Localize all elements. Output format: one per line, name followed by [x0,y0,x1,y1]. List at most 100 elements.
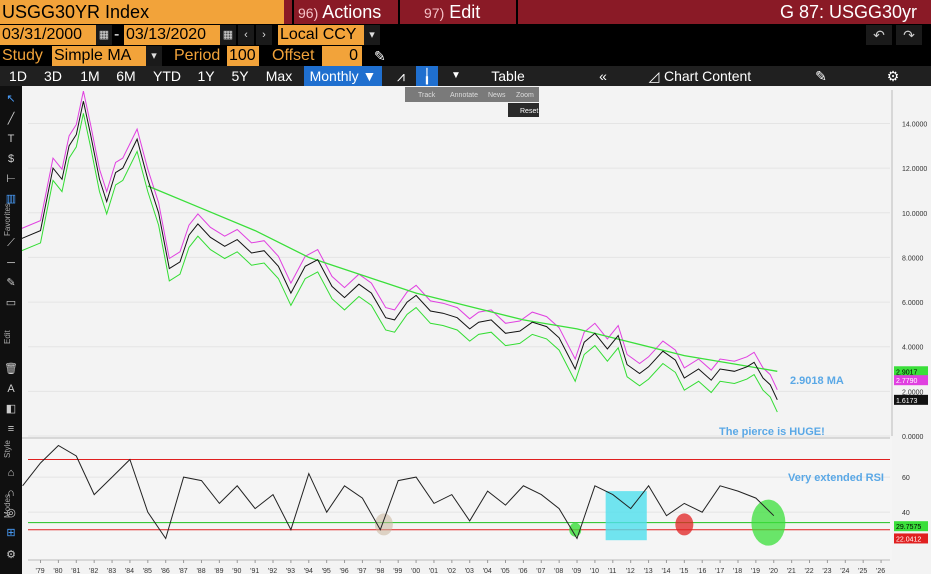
chevron-down-icon[interactable]: ▾ [364,25,380,45]
x-tick-label: '11 [608,568,617,574]
rsi-line [22,444,775,540]
color-icon[interactable]: ◧ [5,403,17,415]
range-1y-button[interactable]: 1Y [197,68,215,84]
x-tick-label: '94 [304,568,313,574]
favorites-label: Favorites [3,203,12,236]
candlestick-icon[interactable]: ╽ [416,66,438,86]
edit-label: Edit [3,329,12,344]
brush-tool-icon[interactable]: ⟋ [7,237,15,249]
magnet-icon[interactable]: ∩ [7,487,15,499]
line-tool-icon[interactable]: ╱ [7,113,15,125]
pencil-icon[interactable]: ✎ [374,48,386,64]
range-3d-button[interactable]: 3D [44,68,62,84]
x-tick-label: '88 [196,568,205,574]
x-tick-label: '20 [769,568,778,574]
edit-chart-icon[interactable]: ✎ [815,68,827,84]
x-tick-label: '92 [268,568,277,574]
chevron-right-icon[interactable]: › [256,25,272,45]
trash-icon[interactable]: 🗑 [4,363,18,375]
rsi-highlight-1998 [374,513,393,536]
x-tick-label: '09 [572,568,581,574]
range-5y-button[interactable]: 5Y [231,68,249,84]
x-tick-label: '86 [161,568,170,574]
redo-icon[interactable]: ↷ [896,25,922,45]
fib-tool-icon[interactable]: ▥ [5,193,17,205]
x-tick-label: '98 [375,568,384,574]
x-tick-label: '07 [536,568,545,574]
study-select[interactable]: Simple MA [52,46,146,66]
chevron-down-icon: ▼ [362,68,377,84]
grid-icon[interactable]: ⊞ [6,527,16,539]
security-field[interactable]: USGG30YR Index [0,0,284,24]
pen-tool-icon[interactable]: ✎ [6,277,16,289]
gear-icon[interactable]: ⚙ [886,68,900,84]
calendar-icon[interactable]: ▦ [96,25,112,45]
track-button[interactable]: Track [418,92,436,99]
frequency-label: Monthly [309,68,359,84]
rsi-y-tick-label: 40 [902,510,910,517]
sidebar-section-labels: Favorites Edit Style Modes [3,203,12,518]
actions-menu-button[interactable]: 96) Actions [292,0,400,24]
end-date-input[interactable]: 03/13/2020 [124,25,220,45]
price-y-tick-label: 12.0000 [902,166,927,173]
eraser-icon[interactable]: ▭ [5,297,17,309]
zoom-button[interactable]: Zoom [516,92,534,99]
range-6m-button[interactable]: 6M [116,68,136,84]
reset-button[interactable]: Reset [520,108,538,115]
x-tick-label: '19 [751,568,760,574]
range-max-button[interactable]: Max [265,68,293,84]
range-ytd-button[interactable]: YTD [153,68,181,84]
mode-icon[interactable]: ⌂ [7,467,15,479]
x-tick-label: '02 [447,568,456,574]
price-gridlines [28,122,890,437]
chart-content-icon: ◿ [648,68,660,84]
price-line [18,101,778,401]
frequency-select[interactable]: Monthly ▼ [304,66,382,86]
snap-icon[interactable]: ◎ [6,507,16,519]
line-chart-icon[interactable]: ⩘ [397,68,405,84]
edit-menu-button[interactable]: 97) Edit [402,0,518,24]
chart-svg[interactable]: 0.0000 2.0000 4.0000 6.0000 8.0000 10.0000 12.… [18,86,931,574]
calendar-icon[interactable]: ▦ [220,25,236,45]
table-button[interactable]: Table [491,68,525,84]
ticker-label: G 87: USGG30yr [779,2,917,22]
chart-content-button[interactable]: Chart Content [664,68,752,84]
collapse-icon[interactable]: « [599,68,607,84]
cursor-icon[interactable]: ↖ [6,93,16,105]
reset-button-bg[interactable] [508,103,539,117]
x-tick-label: '06 [518,568,527,574]
price-y-axis: 0.0000 2.0000 4.0000 6.0000 8.0000 10.0000 12.… [891,90,928,441]
currency-select[interactable]: Local CCY [278,25,364,45]
chevron-down-icon[interactable]: ▾ [146,46,162,66]
text-tool-icon[interactable]: T [7,133,15,145]
news-button[interactable]: News [488,92,506,99]
date-separator: - [114,26,120,43]
measure-tool-icon[interactable]: ⊢ [6,173,16,185]
ma-annotation: 2.9018 MA [790,375,844,387]
horizontal-line-icon[interactable]: ─ [7,257,15,269]
chevron-down-icon[interactable]: ▼ [451,70,461,81]
gear-icon[interactable]: ⚙ [6,549,16,561]
edit-menu-number: 97) [424,5,445,21]
dollar-tool-icon[interactable]: $ [7,153,15,165]
pierce-annotation: The pierce is HUGE! [719,426,825,438]
range-1m-button[interactable]: 1M [80,68,100,84]
period-input[interactable]: 100 [227,46,259,66]
undo-icon[interactable]: ↶ [866,25,892,45]
offset-input[interactable]: 0 [322,46,362,66]
annotate-button[interactable]: Annotate [450,92,478,99]
chart-area[interactable]: 0.0000 2.0000 4.0000 6.0000 8.0000 10.0000 12.… [18,86,931,574]
rsi-annotation: Very extended RSI [788,472,884,484]
actions-menu-number: 96) [298,5,319,21]
rsi-highlight-2020 [751,499,786,546]
range-1d-button[interactable]: 1D [9,68,27,84]
chevron-left-icon[interactable]: ‹ [238,25,254,45]
modes-label: Modes [3,494,12,518]
x-tick-label: '05 [500,568,509,574]
font-icon[interactable]: A [7,383,15,395]
x-tick-label: '80 [53,568,62,574]
x-tick-label: '24 [840,568,849,574]
x-tick-label: '97 [357,568,366,574]
start-date-input[interactable]: 03/31/2000 [0,25,96,45]
style-icon[interactable]: ≡ [7,423,15,435]
